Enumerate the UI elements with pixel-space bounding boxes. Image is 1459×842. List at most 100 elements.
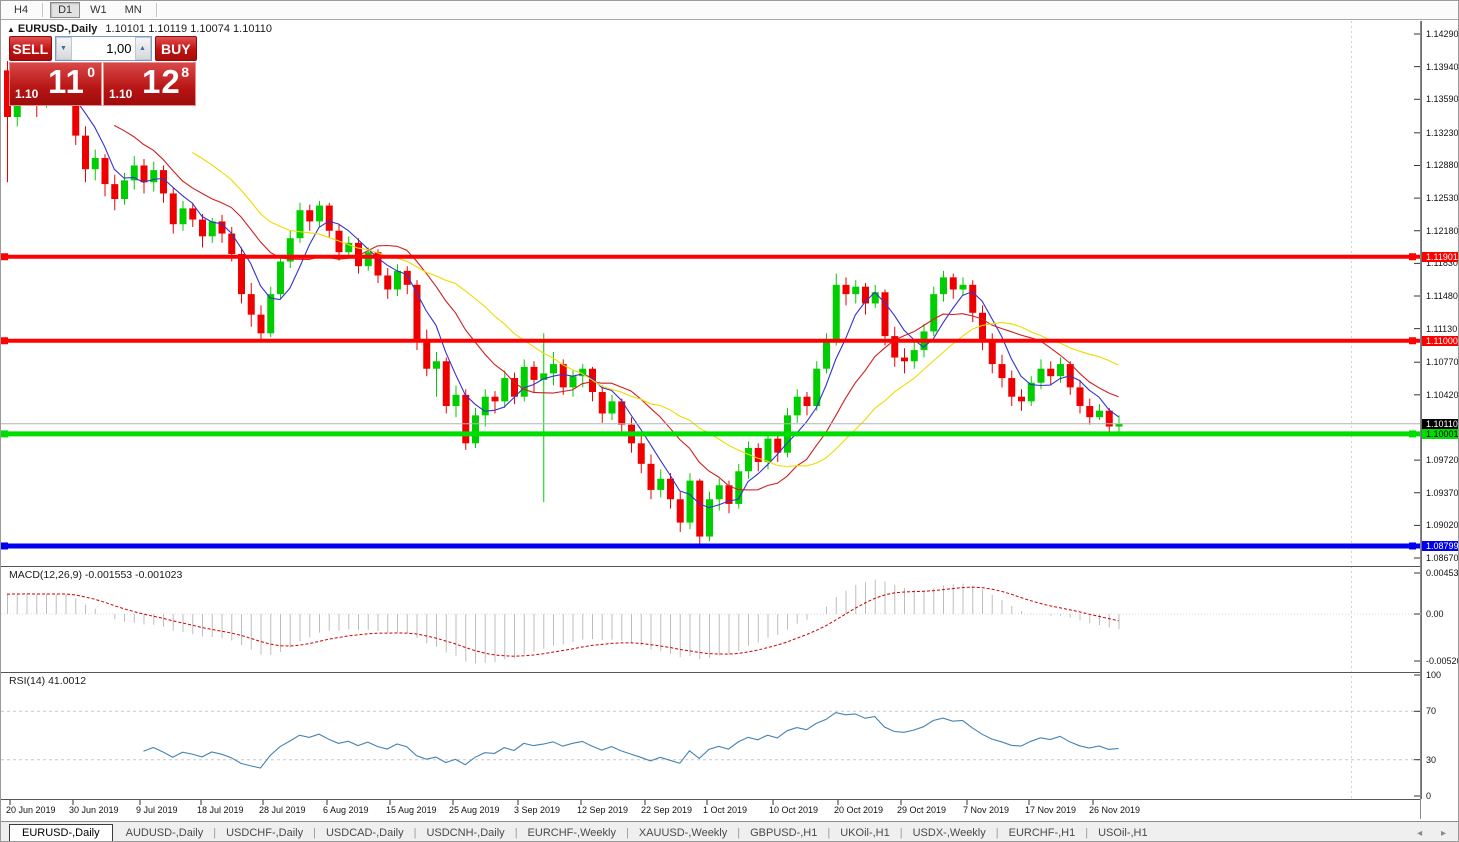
sell-price-prefix: 1.10 <box>15 87 39 101</box>
candles-group <box>4 61 1123 547</box>
price-highlight-1-10001: 1.10001 <box>1422 428 1458 439</box>
price-tick-label: 1.14290 <box>1426 29 1459 39</box>
volume-decrease-button[interactable]: ▼ <box>55 37 72 60</box>
chart-tab-audusd-daily[interactable]: AUDUSD-,Daily <box>125 827 204 839</box>
chart-tab-eurchf-h1[interactable]: EURCHF-,H1 <box>1008 827 1076 839</box>
hline-right-handle <box>1409 337 1416 345</box>
chart-tab-usdcad-daily[interactable]: USDCAD-,Daily <box>325 827 404 839</box>
rsi-indicator-label: RSI(14) 41.0012 <box>9 675 87 687</box>
chart-tab-usdchf-daily[interactable]: USDCHF-,Daily <box>226 827 304 839</box>
ma-20-line <box>191 151 1119 468</box>
chart-tab-xauusd-weekly[interactable]: XAUUSD-,Weekly <box>638 827 728 839</box>
tab-separator: | <box>737 827 741 839</box>
collapse-panel-icon[interactable]: ▲ <box>7 25 15 34</box>
toolbar-separator <box>155 3 158 17</box>
date-label: 25 Aug 2019 <box>449 805 500 815</box>
chart-tab-gbpusd-h1[interactable]: GBPUSD-,H1 <box>750 827 818 839</box>
price-tick-label: 1.09370 <box>1426 487 1459 498</box>
macd-histogram <box>7 579 1120 664</box>
date-label: 29 Oct 2019 <box>897 805 946 815</box>
price-chart-canvas[interactable]: 20 Jun 2019 30 Jun 2019 9 Jul 2019 18 Jul 2… <box>1 21 1421 819</box>
chart-title[interactable]: ▲ EURUSD-,Daily 1.10101 1.10119 1.10074 1.… <box>7 23 272 35</box>
date-label: 20 Oct 2019 <box>834 805 883 815</box>
hline-left-handle <box>1 430 8 438</box>
date-label: 7 Nov 2019 <box>963 805 1009 815</box>
tab-separator: | <box>213 827 217 839</box>
chart-tab-eurchf-weekly[interactable]: EURCHF-,Weekly <box>527 827 616 839</box>
date-label: 26 Nov 2019 <box>1089 805 1140 815</box>
tab-scroll-arrows[interactable]: ◂ ▸ <box>1417 827 1454 839</box>
date-label: 28 Jul 2019 <box>259 805 306 815</box>
date-label: 10 Oct 2019 <box>769 805 818 815</box>
ohlc-values: 1.10101 1.10119 1.10074 1.10110 <box>105 23 272 35</box>
date-label: 6 Aug 2019 <box>323 805 369 815</box>
chart-tab-bar: EURUSD-,Daily AUDUSD-,Daily | USDCHF-,Daily… <box>1 821 1458 841</box>
timeframe-button-mn[interactable]: MN <box>124 4 142 16</box>
volume-input[interactable] <box>71 37 135 60</box>
sell-price-pips: 11 <box>48 63 85 100</box>
tab-separator: | <box>625 827 629 839</box>
price-tick-label: 1.12530 <box>1426 193 1459 204</box>
hline-right-handle <box>1409 253 1416 261</box>
tab-separator: | <box>1085 827 1089 839</box>
price-tick-label: 1.12180 <box>1426 225 1459 236</box>
buy-price-display[interactable]: 1.10 12 8 <box>103 62 196 106</box>
price-tick-label: 1.10420 <box>1426 389 1459 400</box>
price-tick-label: 1.11130 <box>1426 323 1458 334</box>
macd-axis-label: -0.00520 <box>1426 656 1459 666</box>
date-label: 3 Sep 2019 <box>514 805 560 815</box>
price-tick-label: 1.11830 <box>1426 258 1458 269</box>
timeframe-button-d1[interactable]: D1 <box>50 2 81 18</box>
price-tick-label: 1.12880 <box>1426 160 1459 171</box>
tab-separator: | <box>514 827 518 839</box>
date-label: 17 Nov 2019 <box>1025 805 1076 815</box>
price-tick-label: 1.09720 <box>1426 455 1459 466</box>
price-tick-label: 1.13590 <box>1426 94 1459 105</box>
price-highlight-1-11000: 1.11000 <box>1422 335 1458 346</box>
toolbar-separator <box>42 3 45 17</box>
price-tick-label: 1.10770 <box>1426 357 1459 368</box>
price-tick-label: 1.08670 <box>1426 553 1459 563</box>
date-label: 22 Sep 2019 <box>641 805 692 815</box>
buy-price-pips: 12 <box>142 63 181 100</box>
sell-price-display[interactable]: 1.10 11 0 <box>9 62 102 106</box>
date-label: 15 Aug 2019 <box>386 805 437 815</box>
price-highlight-1-11901: 1.11901 <box>1422 251 1458 262</box>
hline-right-handle <box>1409 542 1416 550</box>
one-click-trading-widget: SELL ▼ ▲ BUY 1.10 11 0 1.10 12 8 <box>9 36 197 106</box>
symbol-period-label: EURUSD-,Daily <box>17 23 98 35</box>
chart-tab-usoil-h1[interactable]: USOil-,H1 <box>1098 827 1148 839</box>
macd-axis-label: 0.00 <box>1426 609 1444 619</box>
sell-price-point: 0 <box>87 64 95 80</box>
date-label: 1 Oct 2019 <box>703 805 747 815</box>
chart-tab-usdcnh-daily[interactable]: USDCNH-,Daily <box>426 827 505 839</box>
price-tick-label: 1.13230 <box>1426 127 1459 138</box>
tab-separator: | <box>899 827 903 839</box>
buy-price-point: 8 <box>181 64 189 80</box>
buy-price-prefix: 1.10 <box>109 87 133 101</box>
macd-signal-line <box>6 586 1119 657</box>
sell-button[interactable]: SELL <box>9 36 52 61</box>
tab-separator: | <box>995 827 999 839</box>
timeframe-button-h4[interactable]: H4 <box>14 4 29 16</box>
rsi-axis-label: 30 <box>1426 754 1437 765</box>
timeframe-toolbar: H4 D1 W1 MN <box>1 1 1458 20</box>
price-axis[interactable]: 1.14290 1.13940 1.13590 1.13230 1.12880 1.125… <box>1421 21 1459 801</box>
tab-separator: | <box>313 827 316 839</box>
chart-tab-usdx-weekly[interactable]: USDX-,Weekly <box>912 827 986 839</box>
chart-tab-ukoil-h1[interactable]: UKOil-,H1 <box>840 827 890 839</box>
hline-left-handle <box>1 253 8 261</box>
date-label: 18 Jul 2019 <box>197 805 244 815</box>
timeframe-button-w1[interactable]: W1 <box>90 4 107 16</box>
chart-tab-eurusd-daily[interactable]: EURUSD-,Daily <box>9 824 113 841</box>
date-label: 20 Jun 2019 <box>6 805 56 815</box>
buy-button[interactable]: BUY <box>154 36 197 61</box>
price-highlight-1-08799: 1.08799 <box>1422 540 1458 551</box>
date-label: 30 Jun 2019 <box>69 805 119 815</box>
volume-increase-button[interactable]: ▲ <box>134 37 151 60</box>
hline-left-handle <box>1 542 8 550</box>
rsi-axis-label: 0 <box>1426 791 1432 801</box>
date-label: 12 Sep 2019 <box>577 805 628 815</box>
date-label: 9 Jul 2019 <box>136 805 178 815</box>
